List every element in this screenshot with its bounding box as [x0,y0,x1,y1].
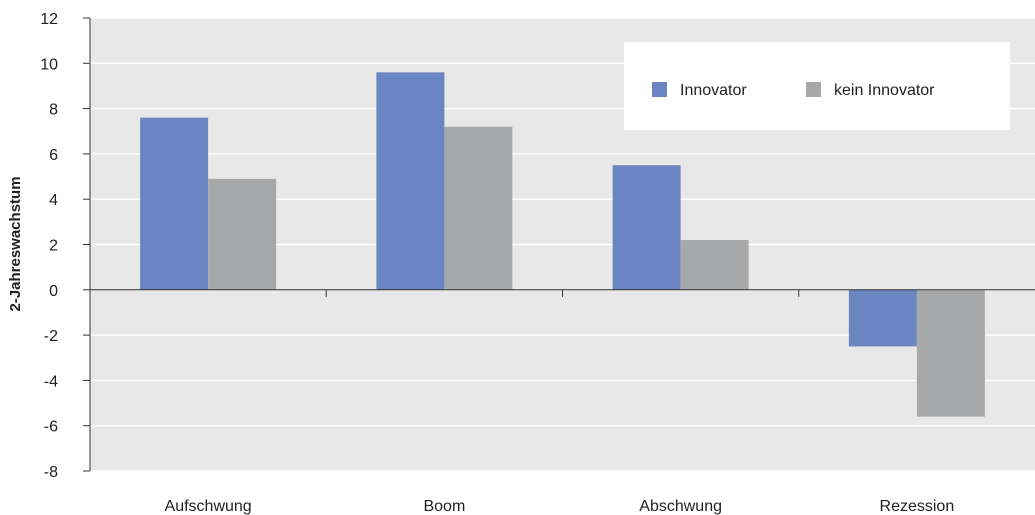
bar-kein-innovator [680,239,749,290]
bar-kein-innovator [916,289,985,417]
category-labels: Aufschwung Boom Abschwung Rezession [165,498,955,515]
legend: Innovator kein Innovator [624,42,1010,130]
bar-kein-innovator [208,178,277,290]
category-label: Rezession [880,498,955,515]
category-label: Boom [423,498,465,515]
category-label: Abschwung [639,498,722,515]
x-ticks [325,289,800,297]
y-tick-label: -6 [44,419,58,436]
legend-label-innovator: Innovator [680,82,747,99]
y-tick-label: 12 [40,11,58,28]
bar-innovator [848,289,917,347]
y-tick-label: 8 [49,102,58,119]
bar-kein-innovator [444,126,513,290]
y-tick-label: 6 [49,147,58,164]
legend-label-kein-innovator: kein Innovator [834,82,935,99]
legend-swatch-innovator [652,82,667,97]
bar-innovator [376,72,445,290]
bars [140,72,985,417]
y-axis-title: 2-Jahreswachstum [7,176,24,311]
y-tick-label: -4 [44,373,58,390]
legend-swatch-kein-innovator [806,82,821,97]
y-ticks: 12 10 8 6 4 2 0 -2 -4 -6 -8 [40,11,90,481]
y-tick-label: 4 [49,192,58,209]
y-tick-label: -2 [44,328,58,345]
category-label: Aufschwung [165,498,252,515]
y-tick-label: 10 [40,56,58,73]
y-tick-label: 2 [49,238,58,255]
y-tick-label: 0 [49,283,58,300]
y-tick-label: -8 [44,464,58,481]
bar-innovator [612,165,681,290]
bar-innovator [140,117,209,290]
